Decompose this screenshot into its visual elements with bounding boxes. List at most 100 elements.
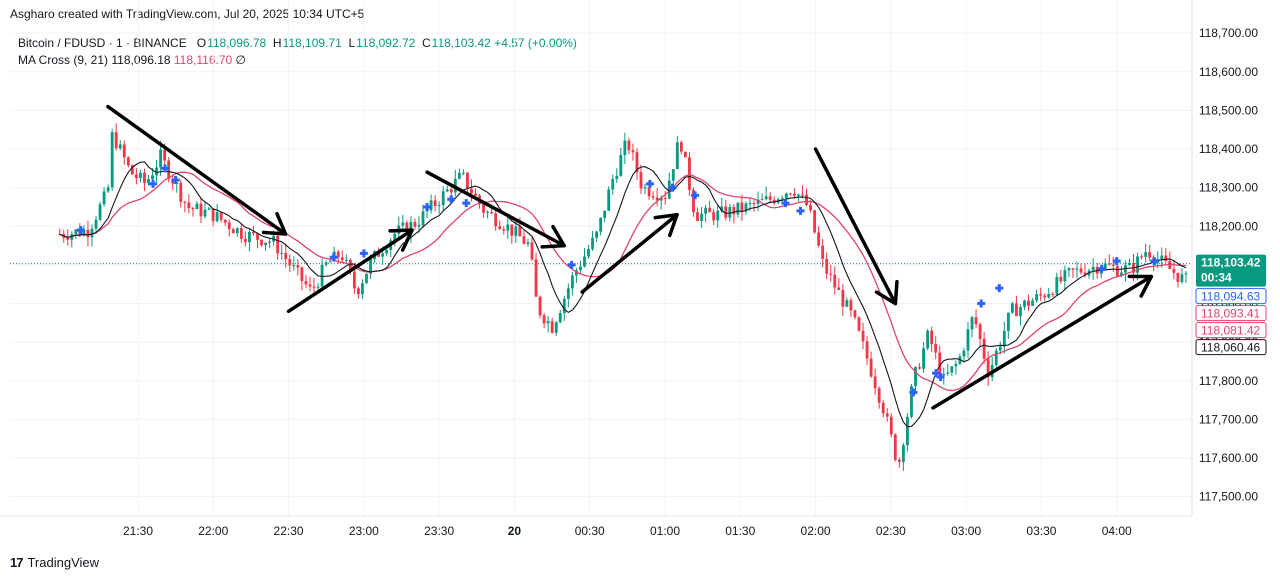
- candle-body: [288, 259, 292, 266]
- candle-body: [340, 257, 344, 261]
- candle-body: [248, 231, 251, 243]
- candle-body: [1136, 256, 1139, 273]
- candle-body: [421, 211, 425, 226]
- cross-marker: [691, 191, 700, 200]
- candle-body: [143, 172, 146, 184]
- candle-body: [449, 189, 453, 193]
- trend-arrow-head: [1127, 274, 1154, 298]
- candle-body: [889, 416, 893, 435]
- ma-empty-icon: ∅: [235, 53, 246, 67]
- moving-averages: [59, 161, 1187, 428]
- candle-body: [797, 194, 800, 196]
- candle-body: [554, 322, 558, 333]
- trend-arrow-line: [106, 104, 288, 236]
- price-label-text: 118,081.42: [1201, 324, 1260, 338]
- candle-body: [978, 324, 982, 339]
- candle-body: [901, 445, 905, 462]
- candle-body: [280, 253, 284, 255]
- price-chart[interactable]: 118,700.00 118,600.00 118,500.00 118,400.00…: [0, 0, 1280, 550]
- cross-marker: [447, 195, 456, 204]
- candle-body: [982, 338, 986, 359]
- candle-body: [627, 140, 631, 151]
- cross-marker: [668, 183, 677, 192]
- candle-body: [461, 172, 465, 174]
- time-tick-label: 01:00: [650, 524, 680, 538]
- candle-body: [792, 194, 796, 196]
- candle-body: [102, 191, 106, 205]
- candle-body: [1039, 294, 1043, 296]
- candle-body: [122, 144, 126, 158]
- cross-marker: [796, 206, 805, 215]
- candle-body: [320, 264, 324, 287]
- candle-body: [510, 224, 514, 236]
- trend-arrow-line: [286, 228, 414, 314]
- candle-body: [885, 413, 889, 417]
- ohlc-open: O118,096.78: [196, 36, 267, 50]
- candle-body: [1063, 270, 1067, 282]
- candle-body: [1015, 303, 1018, 317]
- candle-body: [587, 248, 590, 257]
- candle-body: [575, 270, 578, 276]
- candle-body: [635, 152, 639, 173]
- candle-body: [312, 286, 316, 288]
- candle-body: [365, 273, 368, 284]
- candle-body: [316, 286, 320, 288]
- candle-body: [1055, 276, 1059, 295]
- candle-body: [704, 207, 707, 214]
- candle-body: [441, 191, 445, 206]
- indicator-title[interactable]: MA Cross (9, 21): [18, 53, 109, 67]
- candle-body: [223, 219, 227, 223]
- tradingview-logo[interactable]: 17 TradingView: [10, 555, 99, 570]
- candle-body: [90, 228, 94, 238]
- time-tick-label: 23:30: [424, 524, 454, 538]
- candle-body: [986, 358, 990, 378]
- candle-body: [1010, 303, 1014, 313]
- candle-body: [134, 174, 138, 179]
- candle-body: [788, 193, 792, 195]
- price-label-box: [1195, 305, 1267, 322]
- candle-body: [482, 204, 485, 213]
- candle-body: [324, 262, 328, 265]
- candle-body: [219, 212, 223, 220]
- candle-body: [853, 310, 857, 318]
- candle-body: [1023, 300, 1026, 308]
- candle-body: [623, 140, 627, 155]
- candle-body: [744, 203, 748, 212]
- candle-body: [502, 229, 506, 231]
- candle-body: [942, 373, 946, 376]
- candle-body: [728, 207, 732, 218]
- candle-body: [211, 208, 215, 222]
- candle-body: [445, 189, 449, 192]
- cross-marker: [149, 179, 158, 188]
- indicator-row: MA Cross (9, 21) 118,096.18 118,116.70 ∅: [18, 52, 577, 69]
- candle-body: [881, 402, 885, 414]
- candle-body: [700, 213, 703, 222]
- candle-body: [566, 288, 570, 299]
- candle-body: [1172, 268, 1176, 273]
- chart-credit: Asgharo created with TradingView.com, Ju…: [10, 7, 365, 21]
- last-price-badge: [1196, 254, 1266, 287]
- candle-body: [106, 187, 110, 192]
- candle-body: [914, 367, 917, 387]
- candle-body: [207, 208, 211, 210]
- candle-body: [994, 350, 998, 366]
- cross-marker: [977, 299, 986, 308]
- cross-marker: [76, 226, 85, 235]
- candle-body: [296, 265, 300, 268]
- candle-body: [562, 298, 566, 314]
- candle-body: [821, 245, 825, 259]
- symbol-title[interactable]: Bitcoin / FDUSD · 1 · BINANCE: [18, 36, 187, 50]
- candle-body: [66, 237, 70, 240]
- candle-body: [813, 210, 816, 233]
- candle-body: [466, 172, 469, 189]
- trend-arrow-head: [540, 224, 566, 249]
- candle-body: [873, 376, 877, 389]
- candle-body: [893, 434, 897, 460]
- candle-body: [187, 202, 191, 209]
- candle-body: [239, 228, 243, 239]
- candle-body: [720, 206, 724, 211]
- candle-body: [114, 132, 118, 149]
- candle-body: [86, 229, 90, 238]
- cross-marker: [1112, 257, 1121, 266]
